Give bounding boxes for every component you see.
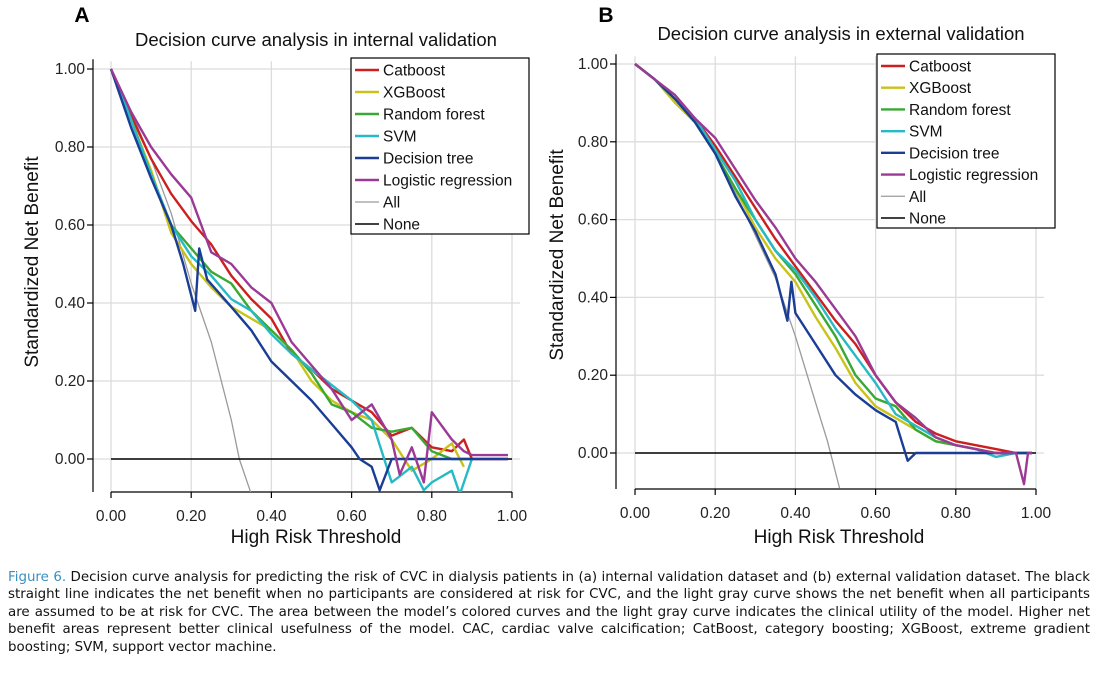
y-tick-label: 0.80 xyxy=(55,139,86,156)
series-line-decision-tree xyxy=(634,63,1032,462)
chart-title: Decision curve analysis in internal vali… xyxy=(135,29,497,50)
series-line-decision-tree xyxy=(109,68,508,492)
y-tick-label: 0.40 xyxy=(55,295,86,312)
series-line-svm xyxy=(109,68,474,492)
panel-label: B xyxy=(598,4,613,27)
panel-label: A xyxy=(74,4,89,27)
x-tick-label: 0.80 xyxy=(941,505,972,522)
panel-b: B Decision curve analysis in external val… xyxy=(547,4,1056,548)
y-tick-label: 1.00 xyxy=(578,56,609,73)
legend-label: Logistic regression xyxy=(909,167,1038,184)
legend-label: All xyxy=(383,195,400,212)
legend-label: Decision tree xyxy=(909,145,999,162)
legend-label: XGBoost xyxy=(383,85,446,102)
series-line-all xyxy=(634,63,841,489)
panel-a: A Decision curve analysis in internal val… xyxy=(22,4,530,548)
caption-label: Figure 6. xyxy=(8,570,67,585)
x-tick-label: 0.40 xyxy=(256,508,287,525)
figure-caption: Figure 6. Decision curve analysis for pr… xyxy=(8,569,1090,656)
legend-label: None xyxy=(909,211,946,228)
x-tick-label: 0.20 xyxy=(700,505,731,522)
y-axis-label: Standardized Net Benefit xyxy=(22,156,43,368)
caption-text: Decision curve analysis for predicting t… xyxy=(8,570,1090,655)
y-tick-label: 0.00 xyxy=(55,451,86,468)
y-tick-label: 0.60 xyxy=(578,212,609,229)
legend-box xyxy=(876,53,1056,229)
legend-label: Catboost xyxy=(909,59,972,76)
legend-label: None xyxy=(383,217,420,234)
y-tick-label: 0.60 xyxy=(55,217,86,234)
x-tick-label: 0.60 xyxy=(861,505,892,522)
chart-title: Decision curve analysis in external vali… xyxy=(657,23,1024,44)
x-tick-label: 0.00 xyxy=(620,505,651,522)
figure-6-panels: A Decision curve analysis in internal val… xyxy=(22,4,1056,548)
x-axis-label: High Risk Threshold xyxy=(754,527,925,548)
series-line-logistic-regression xyxy=(109,68,508,484)
y-tick-label: 0.20 xyxy=(578,367,609,384)
x-axis-label: High Risk Threshold xyxy=(231,527,402,548)
legend-label: XGBoost xyxy=(909,80,972,97)
x-tick-label: 0.40 xyxy=(780,505,811,522)
x-tick-label: 0.60 xyxy=(337,508,368,525)
x-tick-label: 0.20 xyxy=(176,508,207,525)
y-axis-label: Standardized Net Benefit xyxy=(547,149,568,361)
x-tick-label: 0.00 xyxy=(96,508,127,525)
series-line-logistic-regression xyxy=(634,63,1032,486)
legend-label: Decision tree xyxy=(383,151,473,168)
legend-label: Random forest xyxy=(909,102,1011,119)
legend: Catboost XGBoost Random forest SVM Decision … xyxy=(350,57,530,235)
legend-label: Logistic regression xyxy=(383,173,512,190)
y-tick-label: 1.00 xyxy=(55,61,86,78)
x-tick-label: 1.00 xyxy=(1021,505,1052,522)
y-tick-label: 0.20 xyxy=(55,373,86,390)
legend-label: All xyxy=(909,189,926,206)
legend: Catboost XGBoost Random forest SVM Decision … xyxy=(876,53,1056,229)
y-tick-label: 0.00 xyxy=(578,445,609,462)
legend-label: Random forest xyxy=(383,107,485,124)
legend-label: SVM xyxy=(909,124,943,141)
y-tick-label: 0.80 xyxy=(578,134,609,151)
x-tick-label: 1.00 xyxy=(497,508,528,525)
y-tick-label: 0.40 xyxy=(578,289,609,306)
legend-label: SVM xyxy=(383,129,417,146)
legend-label: Catboost xyxy=(383,63,446,80)
legend-box xyxy=(350,57,530,235)
x-tick-label: 0.80 xyxy=(417,508,448,525)
